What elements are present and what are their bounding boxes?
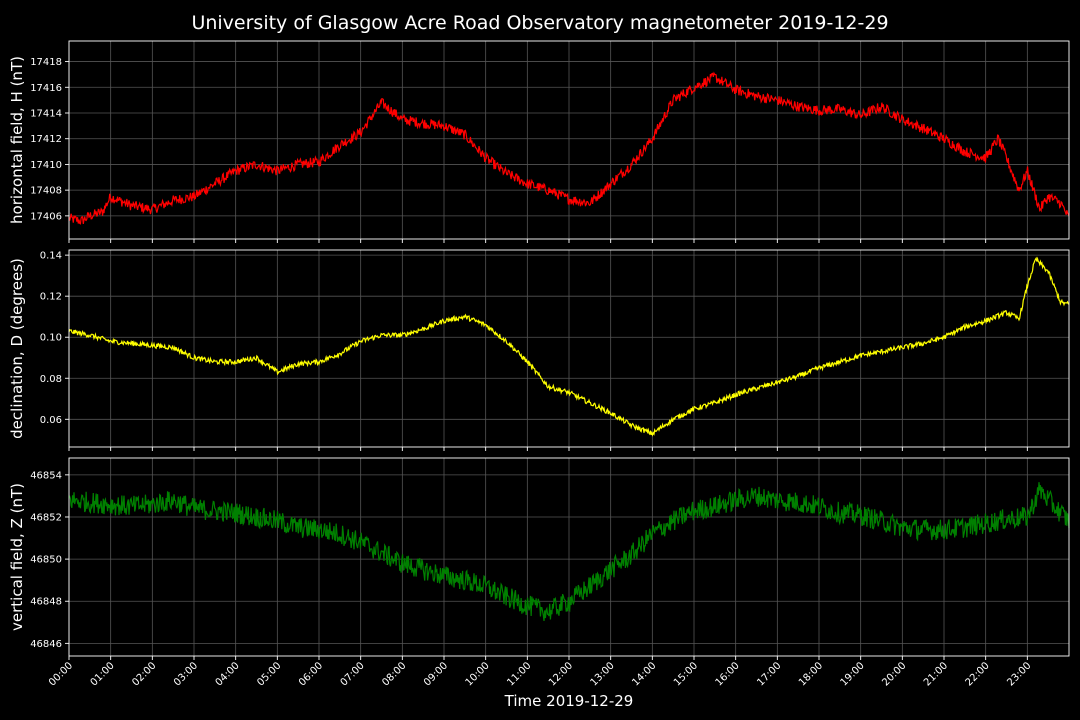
- x-tick-label: 21:00: [922, 660, 950, 688]
- x-tick-label: 18:00: [797, 660, 825, 688]
- y-tick-label: 17406: [30, 211, 62, 222]
- panel-3: 46846 46848 46850 46852 46854 vertical field,…: [8, 457, 1070, 660]
- x-tick-label: 00:00: [47, 660, 75, 688]
- x-axis-ticks: 00:00 01:00 02:00 03:00 04:00 05:00 06:00 07:00…: [47, 660, 1033, 688]
- x-tick-label: 04:00: [214, 660, 242, 688]
- x-tick-label: 19:00: [839, 660, 867, 688]
- y-tick-label: 17412: [30, 134, 62, 145]
- y-tick-label: 0.06: [40, 415, 62, 426]
- y-tick-label: 46852: [30, 512, 62, 523]
- y-tick-label: 46848: [30, 597, 62, 608]
- y-tick-label: 46850: [30, 555, 62, 566]
- series-line: [68, 482, 1070, 621]
- x-tick-label: 14:00: [630, 660, 658, 688]
- series-line: [68, 71, 1070, 225]
- x-tick-label: 06:00: [297, 660, 325, 688]
- y-tick-label: 17408: [30, 186, 62, 197]
- x-tick-label: 10:00: [464, 660, 492, 688]
- y-axis-label: horizontal field, H (nT): [8, 56, 26, 224]
- y-tick-label: 46846: [30, 639, 62, 650]
- plot-frame: [68, 249, 1070, 448]
- y-tick-label: 17418: [30, 57, 62, 68]
- x-tick-label: 17:00: [755, 660, 783, 688]
- y-tick-label: 0.12: [40, 292, 62, 303]
- y-tick-label: 17414: [30, 109, 62, 120]
- x-tick-label: 11:00: [505, 660, 533, 688]
- x-tick-label: 09:00: [422, 660, 450, 688]
- y-tick-label: 46854: [30, 470, 62, 481]
- plot-frame: [68, 40, 1070, 240]
- y-tick-label: 0.10: [40, 333, 62, 344]
- y-tick-label: 17410: [30, 160, 62, 171]
- x-tick-label: 03:00: [172, 660, 200, 688]
- chart-panels: 17406 17408 17410 17412 17414 17416 17418 horiz…: [8, 40, 1070, 660]
- series-line: [68, 256, 1070, 437]
- x-tick-label: 12:00: [547, 660, 575, 688]
- panel-1: 17406 17408 17410 17412 17414 17416 17418 horiz…: [8, 40, 1070, 243]
- x-tick-label: 02:00: [130, 660, 158, 688]
- x-tick-label: 22:00: [964, 660, 992, 688]
- x-tick-label: 08:00: [380, 660, 408, 688]
- y-tick-label: 0.08: [40, 374, 62, 385]
- chart-title: University of Glasgow Acre Road Observat…: [191, 12, 888, 34]
- x-tick-label: 23:00: [1005, 660, 1033, 688]
- plot-frame: [68, 457, 1070, 657]
- x-tick-label: 15:00: [672, 660, 700, 688]
- x-tick-label: 16:00: [714, 660, 742, 688]
- x-tick-label: 05:00: [255, 660, 283, 688]
- y-axis-label: vertical field, Z (nT): [8, 483, 26, 631]
- y-axis-label: declination, D (degrees): [8, 258, 26, 439]
- x-tick-label: 07:00: [339, 660, 367, 688]
- x-tick-label: 20:00: [880, 660, 908, 688]
- x-tick-label: 13:00: [589, 660, 617, 688]
- x-tick-label: 01:00: [89, 660, 117, 688]
- y-tick-label: 17416: [30, 83, 62, 94]
- x-axis-label: Time 2019-12-29: [504, 692, 634, 710]
- y-tick-label: 0.14: [40, 251, 62, 262]
- panel-2: 0.06 0.08 0.10 0.12 0.14 declination, D (degr…: [8, 249, 1070, 451]
